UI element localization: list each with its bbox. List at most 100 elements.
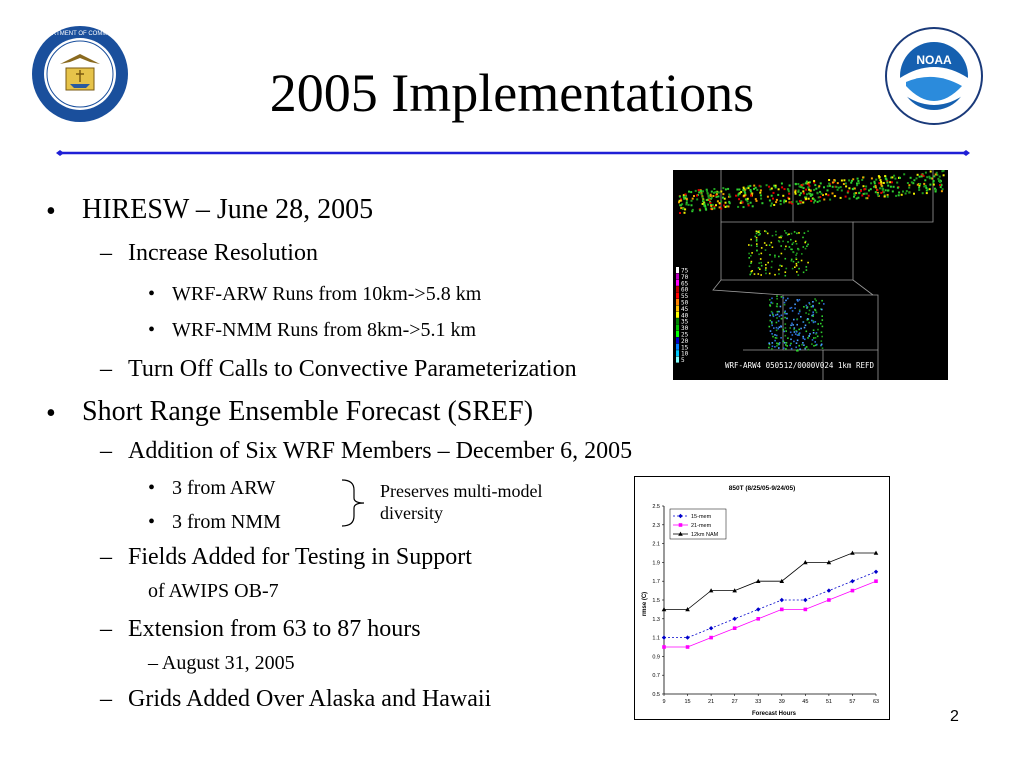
radar-echo-pixel — [737, 205, 740, 208]
radar-echo-pixel — [803, 344, 805, 346]
radar-echo-pixel — [806, 182, 809, 185]
radar-echo-pixel — [759, 194, 762, 197]
radar-echo-pixel — [746, 197, 749, 200]
radar-echo-pixel — [771, 333, 773, 335]
radar-echo-pixel — [856, 177, 859, 180]
radar-echo-pixel — [684, 208, 687, 211]
radar-echo-pixel — [680, 207, 683, 210]
radar-echo-pixel — [900, 193, 903, 196]
radar-echo-pixel — [775, 329, 778, 332]
radar-echo-pixel — [820, 308, 822, 310]
radar-echo-pixel — [929, 170, 932, 173]
radar-echo-pixel — [768, 325, 771, 328]
radar-echo-pixel — [798, 185, 801, 188]
radar-echo-pixel — [799, 185, 802, 188]
radar-echo-pixel — [715, 204, 717, 207]
radar-echo-pixel — [804, 247, 807, 250]
y-tick-label: 1.5 — [652, 598, 660, 604]
x-tick-label: 27 — [732, 699, 738, 705]
radar-echo-pixel — [868, 189, 870, 192]
radar-echo-pixel — [786, 345, 788, 347]
radar-echo-pixel — [825, 193, 828, 196]
radar-echo-pixel — [688, 190, 690, 193]
radar-echo-pixel — [795, 331, 798, 333]
data-point — [803, 607, 808, 612]
radar-echo-pixel — [890, 181, 893, 184]
scale-label: 25 — [681, 332, 689, 339]
radar-echo-pixel — [807, 348, 810, 351]
radar-echo-pixel — [880, 180, 883, 183]
radar-echo-pixel — [802, 190, 805, 193]
radar-echo-pixel — [820, 344, 823, 347]
radar-echo-pixel — [769, 299, 771, 301]
radar-echo-pixel — [778, 343, 780, 346]
radar-echo-pixel — [873, 185, 876, 188]
scale-swatch — [676, 305, 679, 312]
radar-echo-pixel — [870, 182, 873, 185]
radar-echo-pixel — [870, 177, 873, 180]
radar-echo-pixel — [769, 304, 771, 306]
radar-echo-pixel — [815, 187, 818, 190]
radar-echo-pixel — [880, 183, 883, 186]
radar-echo-pixel — [785, 267, 788, 270]
radar-echo-pixel — [757, 273, 760, 275]
radar-echo-pixel — [773, 184, 776, 187]
radar-echo-pixel — [751, 270, 753, 272]
scale-swatch — [676, 273, 679, 280]
radar-echo-pixel — [820, 322, 822, 325]
radar-echo-pixel — [791, 243, 794, 246]
radar-echo-pixel — [798, 309, 801, 311]
radar-echo-pixel — [924, 171, 927, 174]
radar-echo-pixel — [797, 247, 799, 250]
radar-echo-pixel — [808, 181, 811, 184]
radar-echo-pixel — [776, 345, 778, 347]
radar-echo-pixel — [776, 317, 778, 319]
radar-echo-pixel — [774, 254, 776, 257]
radar-echo-pixel — [912, 182, 915, 185]
scale-swatch — [676, 337, 679, 344]
radar-echo-pixel — [941, 188, 944, 191]
radar-echo-pixel — [739, 201, 742, 204]
radar-echo-pixel — [798, 344, 800, 347]
radar-echo-pixel — [791, 201, 794, 204]
radar-echo-pixel — [769, 330, 772, 332]
radar-echo-pixel — [760, 247, 763, 249]
radar-echo-pixel — [793, 331, 796, 333]
radar-echo-pixel — [815, 333, 817, 335]
radar-echo-pixel — [844, 182, 847, 185]
radar-echo-pixel — [712, 195, 715, 197]
radar-echo-pixel — [776, 313, 779, 316]
radar-echo-pixel — [738, 198, 741, 201]
radar-echo-pixel — [713, 191, 715, 194]
radar-echo-pixel — [886, 195, 889, 198]
radar-echo-pixel — [678, 195, 681, 198]
radar-echo-pixel — [815, 311, 818, 314]
radar-echo-pixel — [831, 181, 834, 184]
radar-echo-pixel — [799, 348, 801, 351]
radar-echo-pixel — [844, 195, 847, 198]
radar-echo-pixel — [807, 197, 810, 200]
radar-echo-pixel — [807, 181, 810, 184]
radar-echo-pixel — [940, 184, 943, 187]
radar-echo-pixel — [747, 204, 750, 207]
radar-echo-pixel — [742, 206, 745, 209]
radar-echo-pixel — [735, 194, 737, 197]
radar-echo-pixel — [774, 184, 777, 187]
radar-echo-pixel — [811, 339, 814, 341]
radar-echo-pixel — [784, 274, 787, 277]
radar-echo-pixel — [785, 330, 787, 332]
radar-echo-pixel — [708, 198, 711, 201]
page-number: 2 — [950, 708, 959, 725]
radar-echo-pixel — [724, 206, 727, 208]
y-tick-label: 0.7 — [652, 673, 660, 679]
radar-echo-pixel — [714, 191, 717, 194]
radar-echo-pixel — [755, 232, 758, 235]
chart-legend: 15-mem 21-mem 12km NAM — [669, 508, 727, 540]
radar-echo-pixel — [716, 200, 719, 203]
radar-echo-pixel — [794, 189, 797, 192]
radar-echo-pixel — [821, 347, 824, 349]
radar-echo-pixel — [880, 191, 883, 194]
radar-echo-pixel — [792, 260, 795, 263]
radar-echo-pixel — [935, 171, 938, 174]
data-point — [685, 645, 690, 649]
